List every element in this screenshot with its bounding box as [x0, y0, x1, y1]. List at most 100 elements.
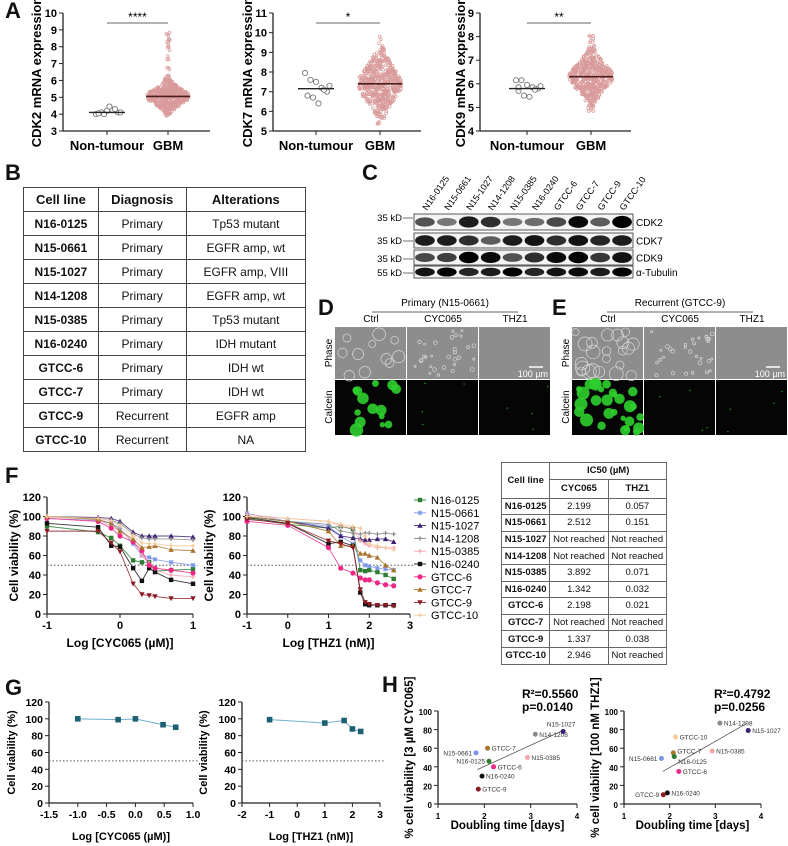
gbm-point — [368, 100, 372, 105]
data-point — [190, 537, 196, 543]
gbm-point — [588, 77, 592, 81]
y-tick-label: 80 — [31, 731, 43, 743]
gbm-point — [162, 83, 166, 88]
sphere-outline — [621, 341, 635, 355]
x-tick-label: -1.0 — [69, 809, 87, 821]
y-tick-label: 40 — [224, 764, 236, 776]
data-point — [108, 540, 114, 546]
gbm-point — [375, 85, 379, 90]
data-point — [130, 533, 136, 539]
legend-label: N15-0661 — [431, 508, 479, 520]
data-point — [117, 533, 123, 539]
data-point — [391, 547, 396, 552]
gbm-point — [379, 49, 384, 53]
data-point — [357, 587, 363, 593]
point-label: GTCC-10 — [680, 735, 708, 742]
molecular-weight-label: 35 kD — [377, 254, 402, 265]
y-axis-label: % cell viability [100 nM THZ1] — [590, 677, 602, 838]
x-axis-label: Log [CYC065 (µM)] — [67, 636, 174, 650]
gbm-point — [370, 64, 374, 69]
data-point — [152, 569, 158, 575]
data-point — [362, 541, 368, 546]
gbm-point — [375, 67, 379, 71]
gbm-point — [583, 71, 588, 75]
phase-image — [644, 327, 715, 379]
live-cell-signal — [727, 430, 729, 433]
y-tick-label: 20 — [229, 590, 241, 602]
sphere-outline — [670, 371, 675, 376]
sphere-outline — [602, 354, 611, 364]
cell-line-name: N16-0240 — [23, 331, 99, 356]
table-cell: EGFR amp, wt — [185, 235, 307, 260]
sphere-outline — [337, 347, 348, 358]
data-point — [357, 728, 364, 735]
data-point — [382, 603, 389, 608]
gbm-point — [582, 68, 587, 72]
point-label: GTCC-6 — [683, 769, 708, 776]
gbm-point — [172, 100, 177, 104]
gbm-point — [372, 72, 376, 77]
calcein-image — [407, 380, 478, 435]
x-category-label: GBM — [153, 138, 183, 153]
gbm-point — [610, 77, 614, 82]
calcein-image — [479, 380, 550, 435]
header-diagnosis: Diagnosis — [97, 187, 187, 212]
y-tick-label: 80 — [224, 731, 236, 743]
y-tick-label: 9 — [51, 25, 57, 37]
data-point — [109, 535, 114, 541]
live-cell-signal — [620, 425, 631, 436]
sphere-outline — [704, 334, 709, 339]
gbm-point — [167, 57, 171, 61]
sphere-outline — [659, 348, 663, 352]
live-cell-signal — [532, 428, 534, 431]
header-cell-line: Cell line — [500, 462, 551, 499]
y-axis-label: Cell viability (%) — [7, 509, 21, 601]
y-tick-label: 100 — [605, 708, 619, 717]
point-label: N15-0385 — [531, 755, 560, 762]
gbm-point — [381, 68, 385, 72]
sphere-outline — [625, 370, 637, 382]
gbm-point — [365, 67, 369, 72]
data-point — [95, 525, 101, 530]
blot-band — [502, 253, 523, 262]
data-point — [362, 562, 368, 568]
table-cell: 2.512 — [549, 514, 609, 532]
live-cell-signal — [608, 388, 618, 398]
gbm-point — [372, 70, 377, 75]
legend-label: N16-0240 — [431, 559, 479, 571]
data-point — [671, 754, 677, 760]
cell-line-table: Cell line Diagnosis Alterations N16-0125… — [23, 187, 307, 452]
lane-label: GTCC-10 — [617, 175, 647, 212]
point-label: N15-0385 — [716, 748, 745, 755]
data-point — [362, 537, 368, 543]
blot-band — [415, 235, 435, 246]
gbm-point — [167, 67, 172, 72]
live-cell-signal — [349, 423, 364, 437]
gbm-point — [375, 93, 379, 97]
gbm-point — [163, 87, 167, 91]
micrograph-panel-e: Recurrent (GTCC-9) Ctrl CYC065 THZ1 Phase Cal… — [561, 298, 787, 436]
gbm-point — [365, 77, 369, 81]
cell-line-name: N14-1208 — [23, 283, 99, 308]
gbm-point — [387, 86, 392, 90]
gbm-point — [377, 73, 382, 77]
series-line-GTCC-9 — [246, 518, 394, 607]
gbm-point — [381, 46, 386, 51]
gbm-point — [168, 110, 172, 114]
x-tick-label: -1 — [42, 620, 52, 632]
data-point — [152, 565, 158, 571]
x-tick-label: 0 — [117, 620, 123, 632]
data-point — [130, 536, 136, 542]
sphere-outline — [452, 357, 457, 362]
blot-band — [590, 267, 611, 277]
data-point — [362, 533, 368, 539]
data-point — [146, 593, 152, 599]
chart-a: 5 6 7 8 9 10 11 Non-tumour GBM CDK7 mRNA expressi… — [240, 0, 421, 153]
nontumour-point — [526, 93, 533, 100]
point-label: GTCC-6 — [498, 764, 523, 771]
gbm-point — [147, 97, 151, 101]
gbm-point — [597, 89, 601, 94]
table-row: N16-0240 Primary IDH mutant — [23, 331, 307, 356]
gbm-point — [383, 63, 388, 68]
gbm-point — [167, 102, 172, 107]
